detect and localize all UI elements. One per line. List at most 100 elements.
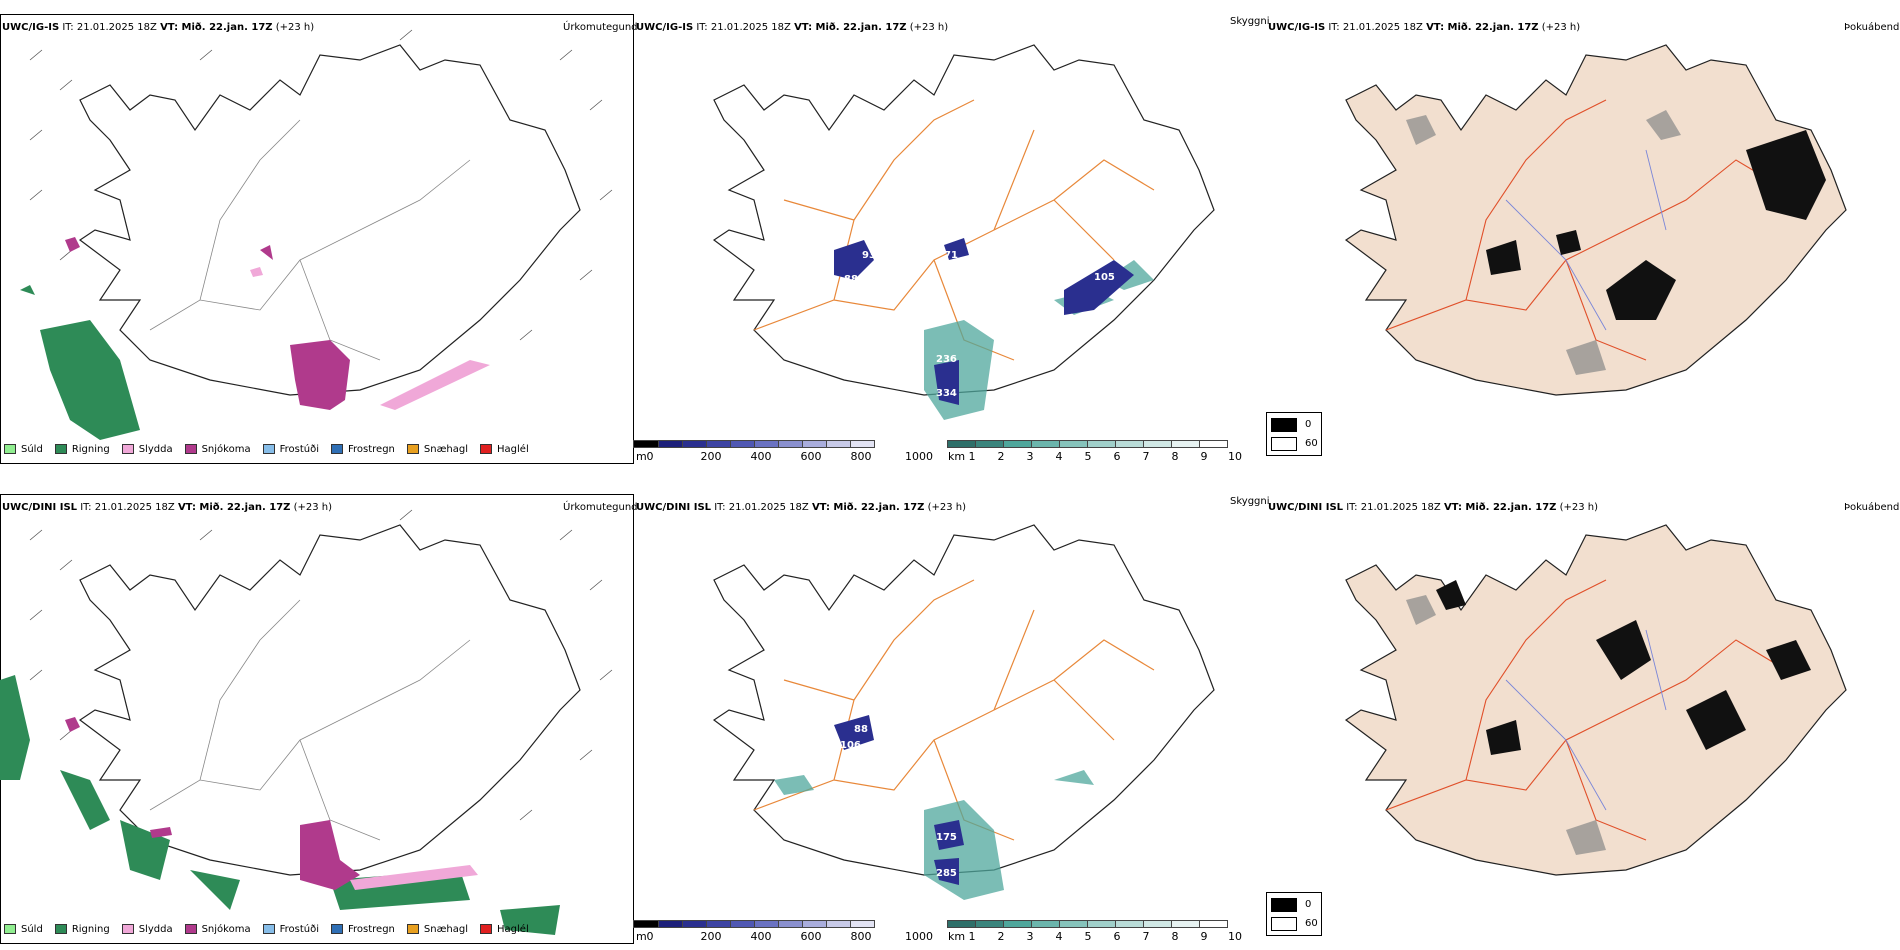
ceiling-label: 334 [936, 388, 957, 399]
fog-swatch-white [1271, 917, 1297, 931]
panel-title-fog: Þokuábendi [1844, 22, 1900, 33]
swatch-drizzle [4, 444, 16, 454]
init-time: IT: 21.01.2025 18Z [1328, 22, 1423, 33]
ceiling-label: 93 [862, 250, 876, 261]
panel-header: UWC/DINI ISL IT: 21.01.2025 18Z VT: Mið.… [1268, 502, 1598, 513]
legend-item-drizzle: Súld [4, 924, 43, 935]
roads [149, 119, 471, 361]
valid-time: VT: Mið. 22.jan. 17Z [811, 502, 925, 513]
ceiling-label: 175 [936, 832, 957, 843]
visibility-ticks: km 1 2 3 4 5 6 7 8 9 10 [948, 450, 1242, 463]
swatch-snow [184, 444, 197, 454]
swatch-sleet [121, 924, 134, 934]
panel-title-fog: Þokuábendi [1844, 502, 1900, 513]
wind-barbs [29, 29, 613, 341]
visibility-map: 93 71 88 105 236 334 [712, 44, 1215, 420]
legend-item-snow: Snjókoma [184, 924, 251, 935]
ceiling-ticks: m 0 200 400 600 800 1000 [636, 930, 933, 943]
valid-time: VT: Mið. 22.jan. 17Z [177, 502, 291, 513]
swatch-hail [480, 924, 493, 934]
lead-time: (+23 h) [293, 502, 333, 513]
ceiling-colorbar [633, 920, 875, 928]
legend-item-sleet: Slydda [121, 924, 173, 935]
low-vis-area [774, 770, 1094, 900]
ceiling-label: 71 [944, 250, 958, 261]
visibility-colorbar [947, 920, 1228, 928]
low-ceiling-area [834, 238, 1134, 405]
legend-item-snow-pellets: Snæhagl [406, 924, 468, 935]
visibility-map: 88 106 175 285 [712, 524, 1215, 900]
ceiling-label: 105 [1094, 272, 1115, 283]
swatch-hail [480, 444, 493, 454]
legend-item-freezing-rain: Frostregn [331, 444, 395, 455]
iceland-outline [78, 524, 581, 876]
init-time: IT: 21.01.2025 18Z [1346, 502, 1441, 513]
visibility-unit: km [948, 930, 966, 943]
visibility-ticks: km 1 2 3 4 5 6 7 8 9 10 [948, 930, 1242, 943]
precip-legend: Súld Rigning Slydda Snjókoma Frostúði Fr… [4, 438, 541, 460]
swatch-rain [54, 924, 67, 934]
model-name: UWC/IG-IS [636, 22, 694, 33]
ceiling-label: 106 [840, 740, 861, 751]
swatch-freezing-rain [331, 924, 343, 934]
init-time: IT: 21.01.2025 18Z [696, 22, 791, 33]
wind-barbs [29, 509, 613, 821]
road-network [753, 579, 1155, 841]
roads [149, 599, 471, 841]
swatch-sleet [121, 444, 134, 454]
ceiling-label: 236 [936, 354, 957, 365]
fog-map [1344, 44, 1847, 396]
fog-dense [1436, 580, 1811, 755]
fog-label-black: 0 [1305, 419, 1312, 430]
ceiling-label: 88 [844, 274, 858, 285]
lead-time: (+23 h) [909, 22, 949, 33]
road-network [753, 99, 1155, 361]
visibility-panel: UWC/IG-IS IT: 21.01.2025 18Z VT: Mið. 22… [633, 0, 1270, 470]
iceland-outline [712, 44, 1215, 396]
ceiling-unit: m [636, 450, 647, 463]
valid-time: VT: Mið. 22.jan. 17Z [1426, 22, 1539, 33]
init-time: IT: 21.01.2025 18Z [62, 22, 157, 33]
panel-header: UWC/IG-IS IT: 21.01.2025 18Z VT: Mið. 22… [2, 22, 314, 33]
rain-area [20, 285, 140, 440]
precip-map [0, 509, 613, 935]
fog-swatch-white [1271, 437, 1297, 451]
ceiling-label: 285 [936, 868, 957, 879]
model-name: UWC/IG-IS [2, 22, 60, 33]
valid-time: VT: Mið. 22.jan. 17Z [794, 22, 907, 33]
fog-panel: UWC/IG-IS IT: 21.01.2025 18Z VT: Mið. 22… [1266, 0, 1900, 470]
legend-item-drizzle: Súld [4, 444, 43, 455]
fog-map [1344, 524, 1847, 876]
ceiling-unit: m [636, 930, 647, 943]
rain-area [0, 675, 560, 935]
precip-legend: Súld Rigning Slydda Snjókoma Frostúði Fr… [4, 918, 541, 940]
ceiling-colorbar [633, 440, 875, 448]
swatch-drizzle [4, 924, 16, 934]
legend-item-freezing-drizzle: Frostúði [262, 444, 319, 455]
visibility-panel: UWC/DINI ISL IT: 21.01.2025 18Z VT: Mið.… [633, 480, 1270, 950]
precip-type-panel: UWC/IG-IS IT: 21.01.2025 18Z VT: Mið. 22… [0, 0, 638, 470]
ceiling-ticks: m 0 200 400 600 800 1000 [636, 450, 933, 463]
panel-header: UWC/IG-IS IT: 21.01.2025 18Z VT: Mið. 22… [636, 22, 948, 33]
swatch-snow-pellets [406, 924, 419, 934]
legend-item-freezing-rain: Frostregn [331, 924, 395, 935]
model-name: UWC/IG-IS [1268, 22, 1326, 33]
fog-swatch-black [1271, 898, 1297, 912]
init-time: IT: 21.01.2025 18Z [714, 502, 809, 513]
rivers [1505, 149, 1667, 331]
panel-title-visibility: Skyggni [1230, 16, 1270, 27]
panel-header: UWC/DINI ISL IT: 21.01.2025 18Z VT: Mið.… [636, 502, 966, 513]
lead-time: (+23 h) [927, 502, 967, 513]
panel-title-precip-type: Úrkomutegund [563, 22, 638, 33]
init-time: IT: 21.01.2025 18Z [80, 502, 175, 513]
fog-swatch-black [1271, 418, 1297, 432]
iceland-outline [712, 524, 1215, 876]
swatch-rain [54, 444, 67, 454]
fog-light [1406, 595, 1606, 855]
swatch-snow-pellets [406, 444, 419, 454]
fog-label-white: 60 [1305, 918, 1318, 929]
rivers [1505, 629, 1667, 811]
ceiling-label: 88 [854, 724, 868, 735]
fog-panel: UWC/DINI ISL IT: 21.01.2025 18Z VT: Mið.… [1266, 480, 1900, 950]
sleet-area [350, 865, 478, 890]
